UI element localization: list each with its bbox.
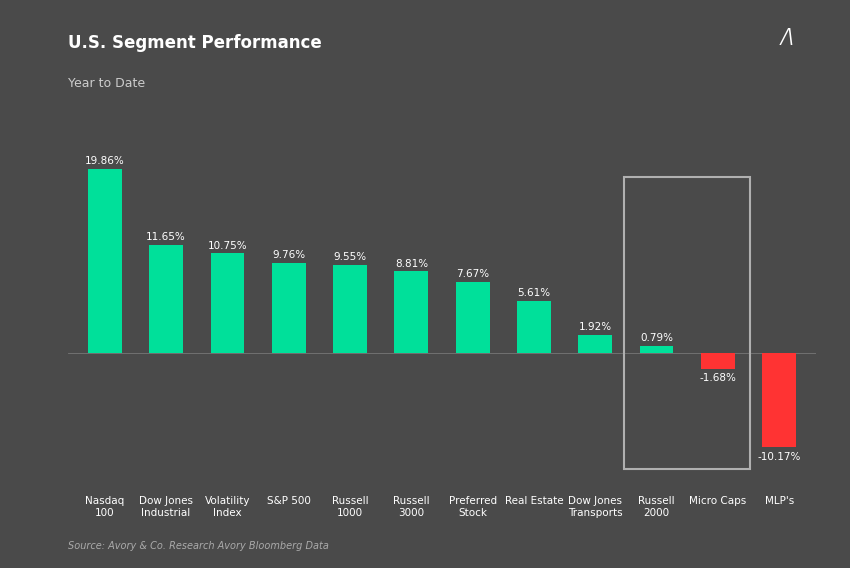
Bar — [333, 265, 367, 353]
Bar — [272, 262, 306, 353]
Text: 9.55%: 9.55% — [333, 252, 366, 262]
Bar — [150, 245, 183, 353]
Bar — [578, 335, 612, 353]
Bar — [88, 169, 122, 353]
Text: -10.17%: -10.17% — [757, 452, 801, 462]
Text: U.S. Segment Performance: U.S. Segment Performance — [68, 34, 322, 52]
Bar — [701, 353, 734, 369]
Text: -1.68%: -1.68% — [700, 373, 736, 383]
Text: Source: Avory & Co. Research Avory Bloomberg Data: Source: Avory & Co. Research Avory Bloom… — [68, 541, 329, 551]
Bar — [517, 301, 551, 353]
Text: 10.75%: 10.75% — [207, 241, 247, 250]
Text: 11.65%: 11.65% — [146, 232, 186, 243]
Text: Year to Date: Year to Date — [68, 77, 145, 90]
Text: 1.92%: 1.92% — [579, 323, 612, 332]
Bar — [762, 353, 796, 448]
Bar — [394, 272, 428, 353]
Text: 5.61%: 5.61% — [518, 289, 551, 298]
Bar — [625, 177, 750, 469]
Text: 9.76%: 9.76% — [272, 250, 305, 260]
Bar — [456, 282, 490, 353]
Text: 19.86%: 19.86% — [85, 156, 125, 166]
Text: 7.67%: 7.67% — [456, 269, 490, 279]
Text: 0.79%: 0.79% — [640, 333, 673, 343]
Text: 8.81%: 8.81% — [394, 258, 428, 269]
Bar — [211, 253, 244, 353]
Text: /\: /\ — [781, 28, 795, 47]
Bar — [640, 346, 673, 353]
